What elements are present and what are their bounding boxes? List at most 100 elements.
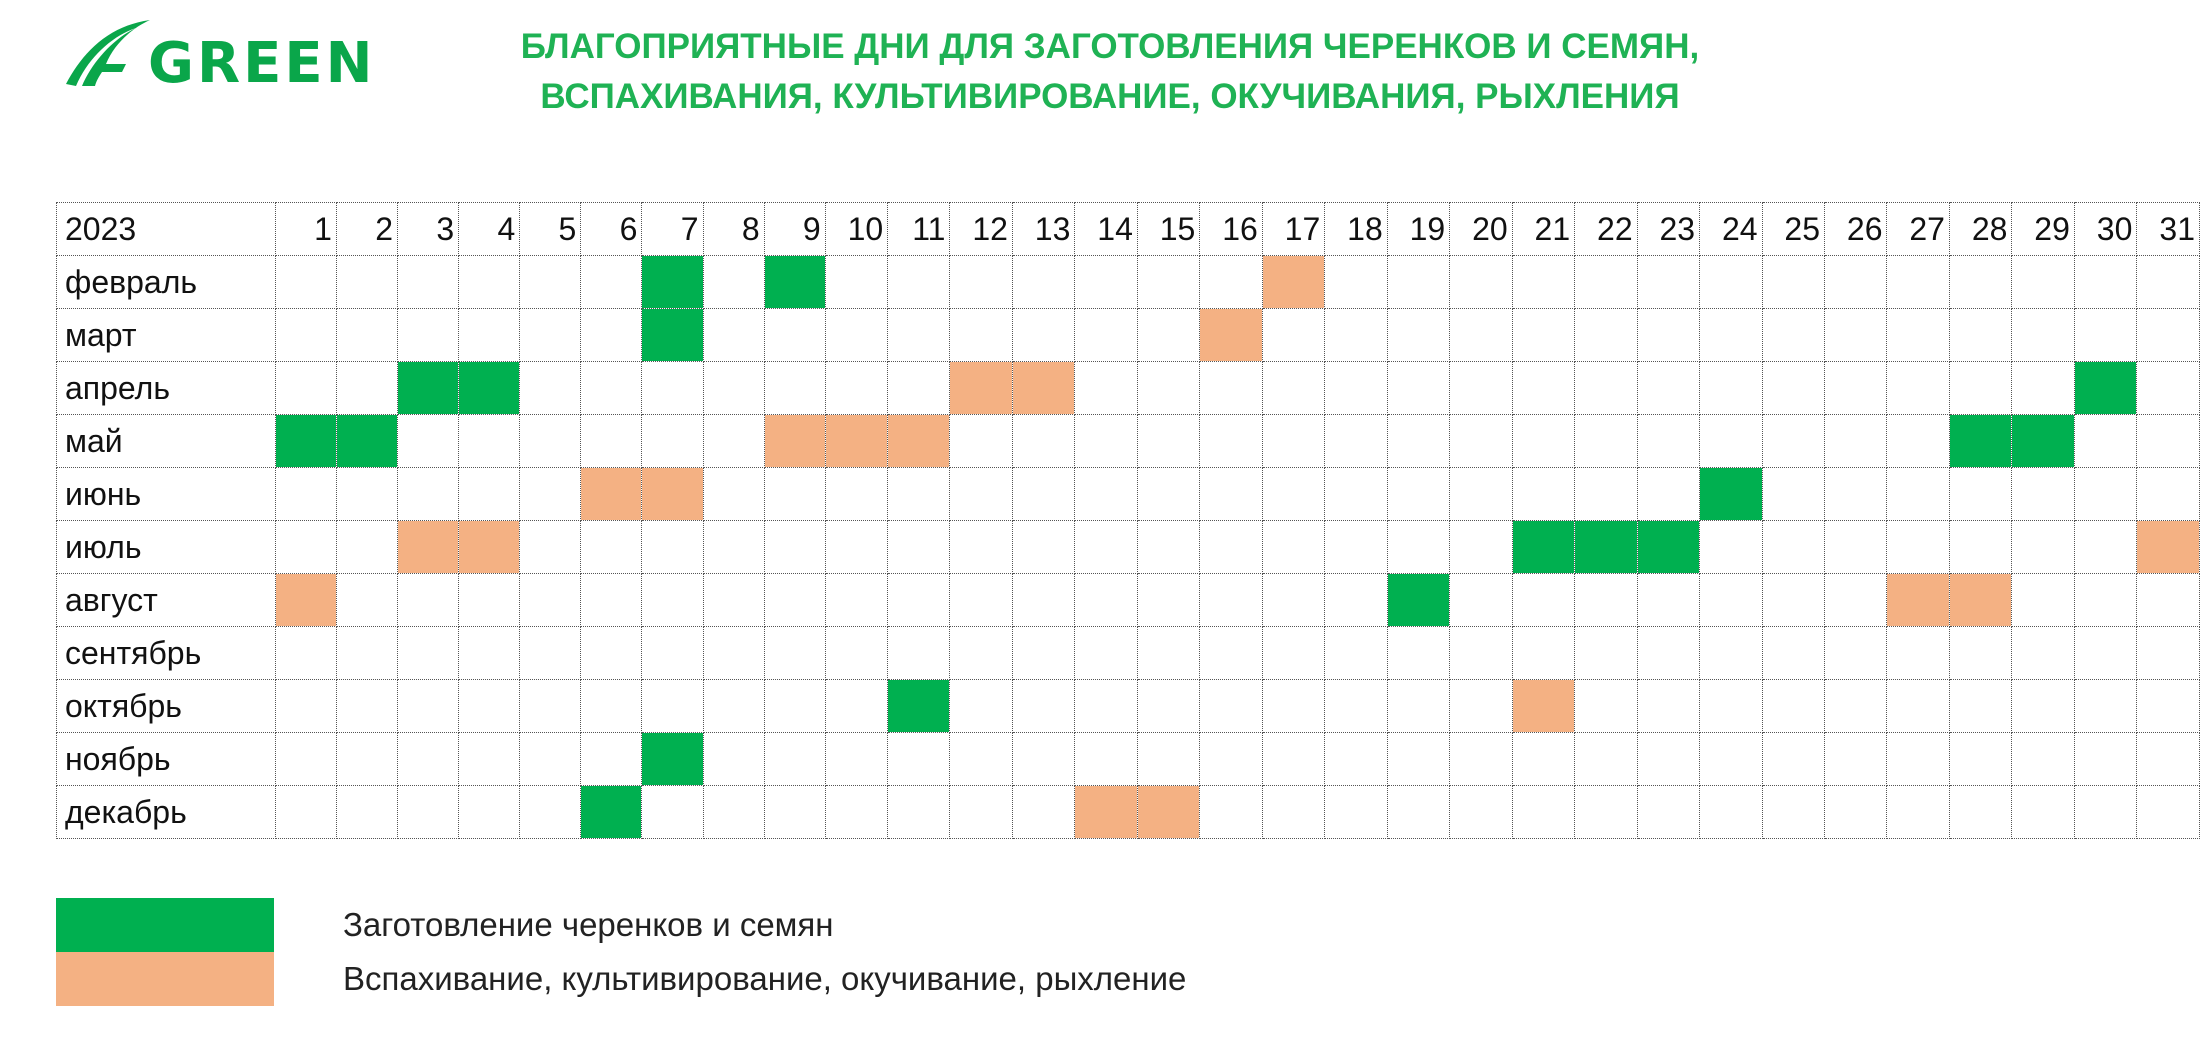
day-cell: [519, 467, 582, 521]
day-cell: [1886, 520, 1950, 574]
day-header: 10: [824, 202, 889, 256]
day-cell: [1636, 467, 1701, 521]
day-cell: [1824, 414, 1888, 468]
day-cell-orange: [887, 414, 951, 468]
day-header: 29: [2011, 202, 2075, 256]
day-cell: [949, 626, 1013, 680]
day-header: 7: [641, 202, 704, 256]
day-cell: [1511, 255, 1576, 309]
day-cell: [2136, 679, 2200, 733]
day-cell: [1261, 308, 1326, 362]
day-cell: [702, 679, 765, 733]
month-row: декабрь: [56, 785, 2200, 839]
day-cell: [1386, 732, 1451, 786]
day-cell-green: [1948, 414, 2013, 468]
day-header: 16: [1199, 202, 1263, 256]
day-cell: [1449, 361, 1513, 415]
day-cell: [1574, 414, 1638, 468]
day-cell: [887, 626, 951, 680]
day-cell: [1824, 626, 1888, 680]
month-row: ноябрь: [56, 732, 2200, 786]
day-cell: [1386, 626, 1451, 680]
day-cell: [2073, 785, 2138, 839]
day-cell: [1574, 732, 1638, 786]
day-cell: [1199, 626, 1263, 680]
day-cell: [641, 361, 704, 415]
day-header: 14: [1074, 202, 1138, 256]
day-cell: [1886, 255, 1950, 309]
agreen-logo-text: GREEN: [148, 31, 376, 96]
day-cell: [397, 308, 460, 362]
day-cell: [335, 467, 399, 521]
day-cell-green: [580, 785, 643, 839]
day-cell: [1948, 361, 2013, 415]
day-cell: [949, 308, 1013, 362]
day-cell: [702, 255, 765, 309]
day-cell: [519, 255, 582, 309]
day-cell: [641, 414, 704, 468]
month-row: апрель: [56, 361, 2200, 415]
day-cell: [519, 732, 582, 786]
day-cell: [335, 626, 399, 680]
day-cell: [2073, 732, 2138, 786]
day-cell: [949, 414, 1013, 468]
day-cell: [1074, 626, 1138, 680]
day-cell: [1699, 785, 1763, 839]
month-label: апрель: [56, 361, 276, 415]
day-cell: [458, 255, 521, 309]
day-cell: [458, 467, 521, 521]
day-cell: [1324, 626, 1388, 680]
month-row: март: [56, 308, 2200, 362]
day-cell: [580, 308, 643, 362]
day-cell-green: [1511, 520, 1576, 574]
day-cell: [274, 255, 337, 309]
legend-green-label: Заготовление черенков и семян: [343, 906, 834, 943]
day-cell-orange: [641, 467, 704, 521]
legend-orange-label: Вспахивание, культивирование, окучивание…: [343, 960, 1187, 997]
month-label: декабрь: [56, 785, 276, 839]
day-cell: [1511, 467, 1576, 521]
legend-orange-swatch: [56, 952, 274, 1006]
day-cell: [274, 520, 337, 574]
day-header: 1: [274, 202, 337, 256]
day-cell: [1386, 361, 1451, 415]
day-cell: [1574, 785, 1638, 839]
day-cell: [1511, 308, 1576, 362]
day-cell: [274, 361, 337, 415]
day-cell: [1699, 679, 1763, 733]
day-cell: [1761, 679, 1826, 733]
day-cell: [2136, 573, 2200, 627]
day-cell-green: [458, 361, 521, 415]
month-label: июнь: [56, 467, 276, 521]
day-cell: [1136, 255, 1201, 309]
day-cell: [1948, 467, 2013, 521]
day-cell-green: [641, 308, 704, 362]
day-header: 21: [1511, 202, 1576, 256]
day-cell: [274, 732, 337, 786]
day-cell: [1886, 626, 1950, 680]
day-cell: [1824, 361, 1888, 415]
day-cell: [824, 732, 889, 786]
day-cell: [1324, 520, 1388, 574]
day-cell: [1948, 308, 2013, 362]
day-cell: [1324, 732, 1388, 786]
day-cell: [641, 573, 704, 627]
day-cell: [1948, 679, 2013, 733]
day-cell: [2136, 732, 2200, 786]
day-cell: [580, 361, 643, 415]
day-cell: [335, 520, 399, 574]
day-cell: [702, 573, 765, 627]
month-label: август: [56, 573, 276, 627]
month-label: февраль: [56, 255, 276, 309]
day-cell: [1636, 255, 1701, 309]
day-cell: [887, 467, 951, 521]
day-cell: [824, 361, 889, 415]
month-row: сентябрь: [56, 626, 2200, 680]
day-header: 18: [1324, 202, 1388, 256]
agreen-logo-a-icon: [66, 20, 150, 86]
day-cell: [1824, 255, 1888, 309]
day-cell: [1386, 255, 1451, 309]
day-cell: [519, 785, 582, 839]
day-cell: [1324, 467, 1388, 521]
